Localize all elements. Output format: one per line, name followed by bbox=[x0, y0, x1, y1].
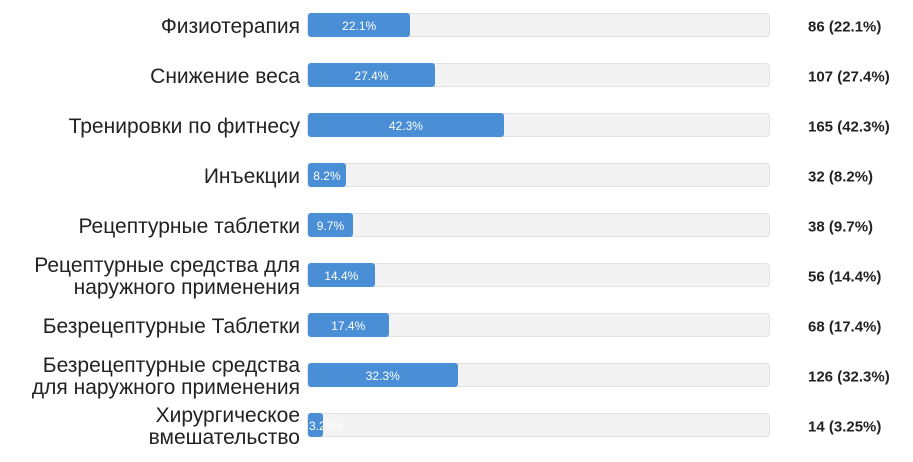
bar-track: 27.4% bbox=[307, 63, 770, 87]
bar-track: 42.3% bbox=[307, 113, 770, 137]
count-label: 32 (8.2%) bbox=[808, 168, 874, 186]
value-label: 3.25% bbox=[308, 419, 344, 433]
category-label: Безрецептурные Таблетки bbox=[42, 315, 300, 338]
bar bbox=[308, 113, 504, 137]
category-label: Инъекции bbox=[203, 165, 300, 188]
value-label: 8.2% bbox=[313, 169, 341, 183]
category-label: Рецептурные средства для наружного приме… bbox=[34, 254, 300, 299]
bar bbox=[308, 313, 389, 337]
category-label: Хирургическое вмешательство bbox=[148, 404, 300, 449]
bar bbox=[308, 63, 435, 87]
bar bbox=[308, 213, 353, 237]
value-label: 22.1% bbox=[342, 19, 377, 33]
category-label: Тренировки по фитнесу bbox=[68, 115, 300, 138]
count-label: 38 (9.7%) bbox=[808, 218, 874, 236]
bar-track: 22.1% bbox=[307, 13, 770, 37]
category-label: Рецептурные таблетки bbox=[78, 215, 300, 238]
value-label: 9.7% bbox=[316, 219, 345, 233]
bar bbox=[308, 363, 458, 387]
bar-track: 3.25% bbox=[307, 413, 770, 437]
category-label: Безрецептурные средства для наружного пр… bbox=[31, 354, 300, 399]
bar-track: 17.4% bbox=[307, 313, 770, 337]
bar-track: 8.2% bbox=[307, 163, 770, 187]
count-label: 86 (22.1%) bbox=[808, 18, 882, 36]
category-label: Физиотерапия bbox=[160, 15, 300, 38]
count-label: 165 (42.3%) bbox=[808, 118, 890, 136]
bar-track: 32.3% bbox=[307, 363, 770, 387]
value-label: 17.4% bbox=[331, 319, 366, 333]
bar bbox=[308, 13, 411, 37]
value-label: 32.3% bbox=[365, 369, 400, 383]
count-label: 14 (3.25%) bbox=[808, 418, 882, 436]
count-label: 56 (14.4%) bbox=[808, 268, 882, 286]
count-label: 107 (27.4%) bbox=[808, 68, 890, 86]
bar bbox=[308, 163, 346, 187]
count-label: 68 (17.4%) bbox=[808, 318, 882, 336]
value-label: 14.4% bbox=[324, 269, 359, 283]
bar-track: 14.4% bbox=[307, 263, 770, 287]
bar bbox=[308, 413, 324, 437]
bar-track: 9.7% bbox=[307, 213, 770, 237]
count-label: 126 (32.3%) bbox=[808, 368, 890, 386]
value-label: 42.3% bbox=[388, 119, 423, 133]
value-label: 27.4% bbox=[354, 69, 389, 83]
category-label: Снижение веса bbox=[150, 65, 300, 88]
bar bbox=[308, 263, 375, 287]
